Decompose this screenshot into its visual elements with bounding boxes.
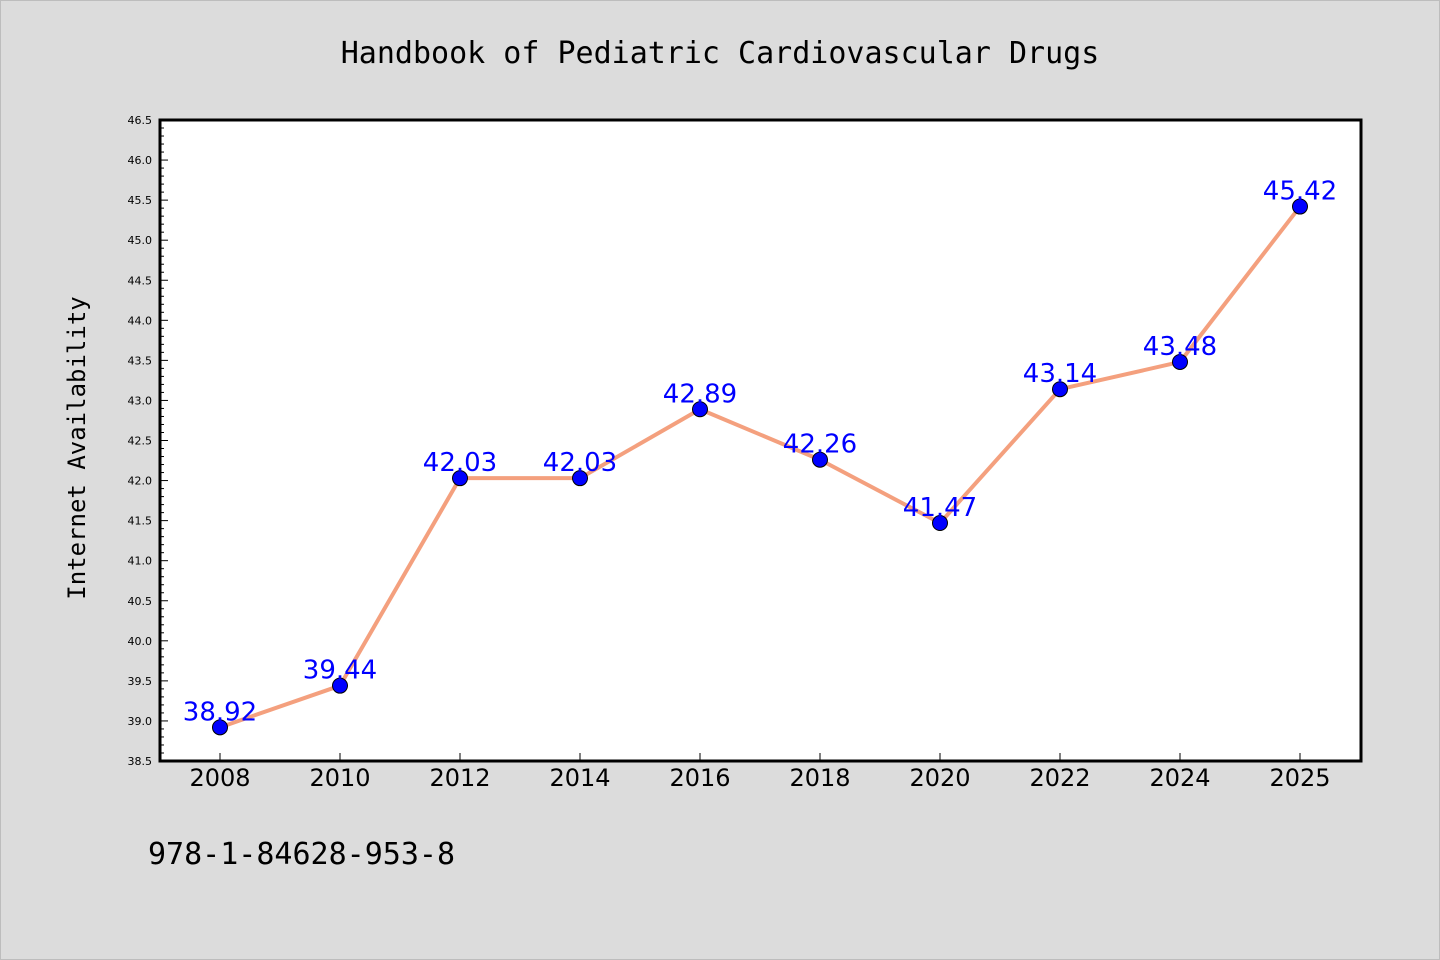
data-label: 42.03 <box>543 448 617 478</box>
x-tick-label: 2024 <box>1149 764 1210 792</box>
data-point <box>1172 353 1188 370</box>
y-tick-label: 45.5 <box>128 194 153 207</box>
y-axis-label: Internet Availability <box>63 296 91 599</box>
data-label: 39.44 <box>303 656 377 686</box>
y-tick-label: 43.5 <box>128 354 153 367</box>
y-tick-label: 38.5 <box>128 755 153 768</box>
data-point <box>1052 381 1068 398</box>
y-tick-label: 43.0 <box>128 394 153 407</box>
y-tick-label: 46.5 <box>128 114 153 127</box>
y-tick-label: 40.0 <box>128 635 153 648</box>
x-tick-label: 2014 <box>549 764 610 792</box>
x-axis-ticks: 2008 2010 2012 2014 2016 2018 2020 2022 2024 2025 <box>189 753 1331 792</box>
data-point <box>932 515 948 532</box>
data-label: 38.92 <box>183 697 257 727</box>
y-tick-label: 41.5 <box>128 515 153 528</box>
y-tick-label: 44.5 <box>128 274 153 287</box>
data-label: 42.03 <box>423 448 497 478</box>
y-tick-label: 45.0 <box>128 234 153 247</box>
x-tick-label: 2008 <box>189 764 250 792</box>
data-label: 42.26 <box>783 430 857 460</box>
x-tick-label: 2020 <box>909 764 970 792</box>
y-tick-label: 40.5 <box>128 595 153 608</box>
data-label: 41.47 <box>903 493 977 523</box>
x-tick-label: 2022 <box>1029 764 1090 792</box>
data-label: 43.14 <box>1023 359 1097 389</box>
y-tick-label: 39.5 <box>128 675 153 688</box>
data-label: 42.89 <box>663 379 737 409</box>
series-group <box>212 198 1308 736</box>
x-tick-label: 2025 <box>1269 764 1330 792</box>
data-point <box>812 451 828 468</box>
x-tick-label: 2012 <box>429 764 490 792</box>
y-tick-label: 44.0 <box>128 314 153 327</box>
series-line <box>219 205 1302 730</box>
y-axis-ticks: 38.5 39.0 39.5 40.0 40.5 41.0 41.5 42.0 42.5 43.0… <box>128 114 168 768</box>
data-point <box>692 401 708 418</box>
isbn-footer: 978-1-84628-953-8 <box>148 837 455 872</box>
data-point <box>212 719 228 736</box>
data-labels-group: 38.92 39.44 42.03 42.03 42.89 42.26 41.47 43.14… <box>183 177 1337 728</box>
data-point <box>332 677 348 694</box>
y-tick-label: 42.5 <box>128 435 153 448</box>
data-point <box>452 470 468 487</box>
data-point <box>1292 198 1308 215</box>
data-label: 43.48 <box>1143 332 1217 362</box>
y-tick-label: 41.0 <box>128 555 153 568</box>
x-tick-label: 2016 <box>669 764 730 792</box>
y-tick-label: 46.0 <box>128 154 153 167</box>
x-tick-label: 2010 <box>309 764 370 792</box>
x-tick-label: 2018 <box>789 764 850 792</box>
chart-title: Handbook of Pediatric Cardiovascular Dru… <box>341 36 1100 71</box>
data-point <box>572 470 588 487</box>
y-tick-label: 42.0 <box>128 475 153 488</box>
data-label: 45.42 <box>1263 177 1337 207</box>
y-tick-label: 39.0 <box>128 715 153 728</box>
